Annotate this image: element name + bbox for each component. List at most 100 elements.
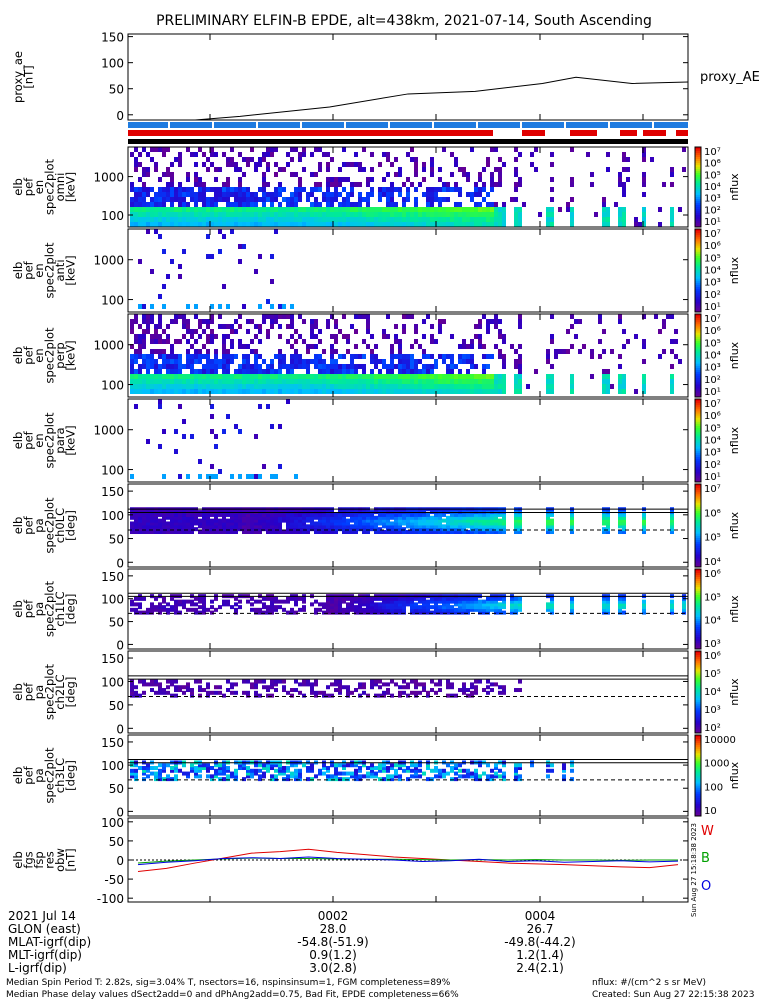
heatmap-cell xyxy=(430,515,434,520)
heatmap-cell xyxy=(206,349,210,354)
heatmap-cell xyxy=(546,359,550,364)
colorbar-segment xyxy=(695,272,701,276)
colorbar-segment xyxy=(695,215,701,218)
heatmap-cell xyxy=(302,147,306,152)
heatmap-cell xyxy=(570,599,574,604)
heatmap-cell xyxy=(622,374,626,379)
heatmap-cell xyxy=(410,359,414,364)
heatmap-cell xyxy=(222,374,226,379)
colorbar-segment xyxy=(695,357,701,361)
heatmap-cell xyxy=(238,187,242,192)
heatmap-cell xyxy=(382,329,386,334)
colorbar-segment xyxy=(695,374,701,377)
heatmap-cell xyxy=(370,515,374,520)
heatmap-cell xyxy=(142,610,146,615)
heatmap-cell xyxy=(250,527,254,532)
heatmap-cell xyxy=(318,359,322,364)
heatmap-cell xyxy=(406,384,410,389)
heatmap-cell xyxy=(278,679,282,684)
heatmap-cell xyxy=(130,527,134,532)
colorbar-segment xyxy=(695,324,701,327)
heatmap-cell xyxy=(462,685,466,690)
heatmap-cell xyxy=(334,339,338,344)
heatmap-cell xyxy=(682,605,686,610)
heatmap-cell xyxy=(242,527,246,532)
heatmap-cell xyxy=(154,364,158,369)
heatmap-cell xyxy=(346,197,350,202)
heatmap-cell xyxy=(170,768,174,773)
heatmap-cell xyxy=(670,605,674,610)
heatmap-cell xyxy=(318,369,322,374)
heatmap-cell xyxy=(418,217,422,222)
heatmap-cell xyxy=(330,374,334,379)
heatmap-cell xyxy=(206,354,210,359)
heatmap-cell xyxy=(602,222,606,227)
heatmap-cell xyxy=(278,167,282,172)
heatmap-cell xyxy=(166,679,170,684)
heatmap-cell xyxy=(222,602,226,607)
heatmap-cell xyxy=(238,384,242,389)
heatmap-cell xyxy=(602,217,606,222)
heatmap-cell xyxy=(606,384,610,389)
heatmap-cell xyxy=(482,524,486,529)
heatmap-cell xyxy=(490,688,494,693)
heatmap-cell xyxy=(618,599,622,604)
heatmap-cell xyxy=(374,379,378,384)
colorbar-tick-label: 10³ xyxy=(704,194,721,205)
heatmap-cell xyxy=(546,607,550,612)
heatmap-cell xyxy=(534,167,538,172)
heatmap-cell xyxy=(570,344,574,349)
heatmap-cell xyxy=(334,379,338,384)
heatmap-cell xyxy=(246,474,250,479)
heatmap-cell xyxy=(470,518,474,523)
heatmap-cell xyxy=(274,369,278,374)
heatmap-cell xyxy=(654,314,658,319)
heatmap-cell xyxy=(262,384,266,389)
heatmap-cell xyxy=(350,187,354,192)
heatmap-cell xyxy=(274,518,278,523)
heatmap-cell xyxy=(190,530,194,535)
heatmap-cell xyxy=(414,518,418,523)
heatmap-cell xyxy=(302,217,306,222)
heatmap-cell xyxy=(298,518,302,523)
colorbar-segment xyxy=(695,430,701,433)
heatmap-cell xyxy=(398,527,402,532)
colorbar-segment xyxy=(695,229,701,232)
heatmap-cell xyxy=(402,384,406,389)
heatmap-cell xyxy=(310,518,314,523)
heatmap-cell xyxy=(406,359,410,364)
series-legend-label: W xyxy=(701,824,714,839)
heatmap-cell xyxy=(202,212,206,217)
heatmap-cell xyxy=(446,369,450,374)
heatmap-cell xyxy=(258,524,262,529)
heatmap-cell xyxy=(286,610,290,615)
heatmap-cell xyxy=(370,605,374,610)
heatmap-cell xyxy=(154,690,158,695)
heatmap-cell xyxy=(166,212,170,217)
colorbar-segment xyxy=(695,508,701,512)
heatmap-cell xyxy=(162,207,166,212)
heatmap-cell xyxy=(454,187,458,192)
heatmap-cell xyxy=(278,599,282,604)
heatmap-cell xyxy=(366,212,370,217)
colorbar-tick-label: 10⁶ xyxy=(704,159,721,170)
heatmap-cell xyxy=(322,384,326,389)
heatmap-cell xyxy=(394,389,398,394)
heatmap-cell xyxy=(302,518,306,523)
heatmap-cell xyxy=(390,763,394,768)
heatmap-cell xyxy=(302,693,306,698)
colorbar-segment xyxy=(695,613,701,616)
heatmap-cell xyxy=(378,192,382,197)
colorbar-segment xyxy=(695,159,701,162)
heatmap-cell xyxy=(138,379,142,384)
heatmap-cell xyxy=(298,364,302,369)
heatmap-cell xyxy=(250,217,254,222)
heatmap-cell xyxy=(386,521,390,526)
heatmap-cell xyxy=(186,389,190,394)
heatmap-cell xyxy=(162,212,166,217)
heatmap-cell xyxy=(530,152,534,157)
heatmap-cell xyxy=(246,389,250,394)
heatmap-cell xyxy=(338,596,342,601)
heatmap-cell xyxy=(454,766,458,771)
